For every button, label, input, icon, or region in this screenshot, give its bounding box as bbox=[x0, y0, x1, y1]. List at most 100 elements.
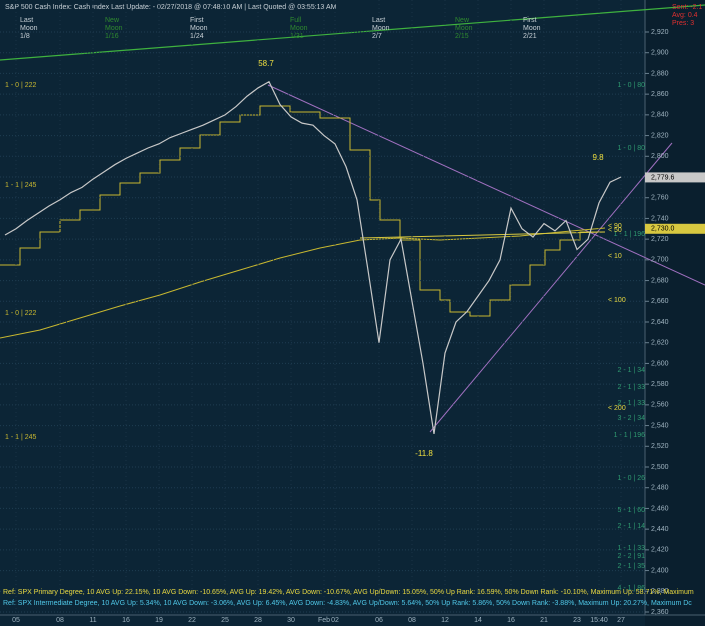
x-tick-label: 28 bbox=[254, 617, 262, 624]
price-tag bbox=[645, 172, 705, 183]
moon-phase: Moon bbox=[372, 25, 390, 32]
level-label: 2 - 1 | 33 bbox=[617, 384, 645, 391]
moon-phase: Moon bbox=[290, 25, 308, 32]
x-tick-label: 08 bbox=[408, 617, 416, 624]
annotation: -11.8 bbox=[415, 449, 433, 458]
level-label: 3 - 2 | 34 bbox=[617, 415, 645, 422]
level-label: 1 - 1 | 33 bbox=[617, 545, 645, 552]
moon-phase: New bbox=[455, 17, 470, 24]
x-tick-label: 11 bbox=[89, 617, 96, 624]
y-tick-label: 2,920 bbox=[651, 29, 669, 36]
y-tick-label: 2,700 bbox=[651, 257, 669, 264]
level-label: < 100 bbox=[608, 297, 626, 304]
moon-phase: Last bbox=[372, 17, 385, 24]
x-tick-label: 08 bbox=[56, 617, 64, 624]
average-line bbox=[0, 227, 606, 339]
x-tick-label: 02 bbox=[331, 617, 339, 624]
level-label: < 90 bbox=[608, 223, 622, 230]
level-label: 1 - 0 | 222 bbox=[5, 82, 37, 89]
x-tick-label: 27 bbox=[617, 617, 625, 624]
y-tick-label: 2,820 bbox=[651, 132, 669, 139]
y-tick-label: 2,680 bbox=[651, 277, 669, 284]
trend-line bbox=[429, 142, 673, 433]
level-label: 2 - 1 | 33 bbox=[617, 400, 645, 407]
x-tick-label: 12 bbox=[441, 617, 449, 624]
y-tick-label: 2,440 bbox=[651, 526, 669, 533]
level-label: 1 - 1 | 196 bbox=[614, 432, 646, 439]
y-tick-label: 2,420 bbox=[651, 547, 669, 554]
level-label: 1 - 0 | 80 bbox=[617, 82, 645, 89]
y-tick-label: 2,900 bbox=[651, 50, 669, 57]
status: Sent: -2.1 bbox=[672, 4, 702, 11]
axis-panel bbox=[645, 0, 705, 626]
level-line bbox=[359, 231, 606, 239]
annotation: 9.8 bbox=[592, 153, 604, 162]
y-tick-label: 2,760 bbox=[651, 195, 669, 202]
moon-phase: Moon bbox=[190, 25, 208, 32]
x-tick-label: 16 bbox=[507, 617, 515, 624]
moon-phase: First bbox=[523, 17, 537, 24]
x-tick-label: 23 bbox=[573, 617, 581, 624]
y-tick-label: 2,480 bbox=[651, 485, 669, 492]
y-tick-label: 2,740 bbox=[651, 215, 669, 222]
x-tick-label: 19 bbox=[155, 617, 163, 624]
price-line bbox=[4, 80, 622, 434]
level-label: 2 - 1 | 34 bbox=[617, 367, 645, 374]
x-tick-label: 05 bbox=[12, 617, 20, 624]
x-tick-label: 22 bbox=[188, 617, 196, 624]
x-tick-label: 15:40 bbox=[590, 617, 608, 624]
y-tick-label: 2,500 bbox=[651, 464, 669, 471]
y-tick-label: 2,460 bbox=[651, 505, 669, 512]
y-tick-label: 2,860 bbox=[651, 91, 669, 98]
trend-line bbox=[0, 4, 705, 61]
moon-phase: 1/31 bbox=[290, 33, 304, 40]
x-tick-label: 21 bbox=[540, 617, 548, 624]
level-label: < 10 bbox=[608, 253, 622, 260]
moon-phase: Moon bbox=[523, 25, 541, 32]
level-label: 1 - 0 | 222 bbox=[5, 310, 37, 317]
moon-phase: 1/24 bbox=[190, 33, 204, 40]
y-tick-label: 2,800 bbox=[651, 153, 669, 160]
moon-phase: Last bbox=[20, 17, 33, 24]
moon-phase: 1/8 bbox=[20, 33, 30, 40]
moon-phase: 2/21 bbox=[523, 33, 537, 40]
moon-phase: Full bbox=[290, 17, 302, 24]
y-tick-label: 2,540 bbox=[651, 422, 669, 429]
price-tag bbox=[645, 223, 705, 234]
status: Pres: 3 bbox=[672, 20, 694, 27]
level-label: 1 - 1 | 245 bbox=[5, 182, 37, 189]
moon-phase: Moon bbox=[20, 25, 38, 32]
y-tick-label: 2,620 bbox=[651, 340, 669, 347]
moon-phase: 2/15 bbox=[455, 33, 469, 40]
x-tick-label: 14 bbox=[474, 617, 482, 624]
level-label: 2 - 1 | 35 bbox=[617, 563, 645, 570]
x-tick-label: 30 bbox=[287, 617, 295, 624]
annotation: 58.7 bbox=[258, 59, 274, 68]
footer-text: Ref: SPX Intermediate Degree, 10 AVG Up:… bbox=[3, 600, 692, 607]
y-tick-label: 2,880 bbox=[651, 70, 669, 77]
moon-phase: First bbox=[190, 17, 204, 24]
y-tick-label: 2,600 bbox=[651, 360, 669, 367]
y-tick-label: 2,640 bbox=[651, 319, 669, 326]
footer-text: Ref: SPX Primary Degree, 10 AVG Up: 22.1… bbox=[3, 589, 694, 596]
y-tick-label: 2,580 bbox=[651, 381, 669, 388]
moon-phase: 1/16 bbox=[105, 33, 119, 40]
level-label: < 50 bbox=[608, 227, 622, 234]
level-label: 1 - 0 | 80 bbox=[617, 145, 645, 152]
y-tick-label: 2,660 bbox=[651, 298, 669, 305]
level-label: 2 - 2 | 91 bbox=[617, 553, 645, 560]
level-label: 1 - 1 | 245 bbox=[5, 434, 37, 441]
y-tick-label: 2,400 bbox=[651, 567, 669, 574]
y-tick-label: 2,840 bbox=[651, 112, 669, 119]
level-label: < 200 bbox=[608, 405, 626, 412]
y-tick-label: 2,520 bbox=[651, 443, 669, 450]
x-tick-label: Feb bbox=[318, 617, 330, 624]
y-tick-label: 2,360 bbox=[651, 609, 669, 616]
y-tick-label: 2,720 bbox=[651, 236, 669, 243]
moon-phase: 2/7 bbox=[372, 33, 382, 40]
price-tag-label: 2,730.0 bbox=[651, 226, 674, 233]
level-label: 5 - 1 | 60 bbox=[617, 507, 645, 514]
y-tick-label: 2,380 bbox=[651, 588, 669, 595]
